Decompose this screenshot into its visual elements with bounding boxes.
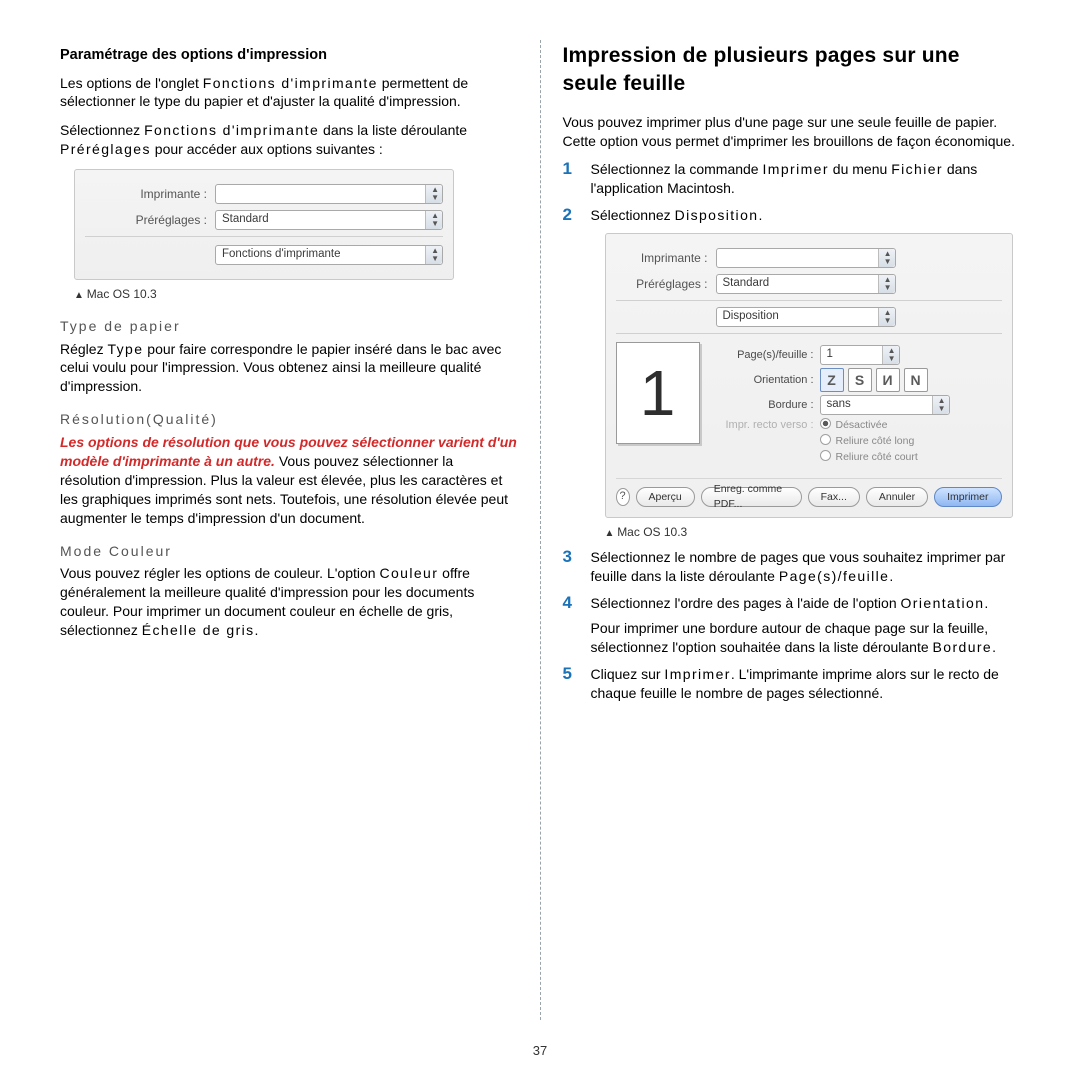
pages-label: Page(s)/feuille : [712,348,820,363]
step-5: Cliquez sur Imprimer. L'imprimante impri… [563,665,1021,703]
border-label: Bordure : [712,398,820,413]
page-number: 37 [0,1043,1080,1058]
print-dialog-2: Imprimante : ▲▼ Préréglages : Standard▲▼… [605,233,1013,518]
steps-list: Sélectionnez la commande Imprimer du men… [563,160,1021,702]
type-papier-heading: Type de papier [60,317,518,336]
step-4: Sélectionnez l'ordre des pages à l'aide … [563,594,1021,657]
dlg2-printer-select[interactable]: ▲▼ [716,248,896,268]
dlg1-printer-select[interactable]: ▲▼ [215,184,443,204]
radio-long[interactable]: Reliure côté long [820,434,918,448]
print-button[interactable]: Imprimer [934,487,1001,507]
dlg2-preset-select[interactable]: Standard▲▼ [716,274,896,294]
fax-button[interactable]: Fax... [808,487,860,507]
duplex-label: Impr. recto verso : [712,418,820,433]
left-column: Paramétrage des options d'impression Les… [60,40,540,1020]
mode-couleur-para: Vous pouvez régler les options de couleu… [60,564,518,640]
dlg1-caption: Mac OS 10.3 [74,286,518,303]
dlg1-printer-label: Imprimante : [85,186,215,202]
dlg2-caption: Mac OS 10.3 [605,524,1021,541]
save-pdf-button[interactable]: Enreg. comme PDF... [701,487,802,507]
step-3: Sélectionnez le nombre de pages que vous… [563,548,1021,586]
dlg2-option-select[interactable]: Disposition▲▼ [716,307,896,327]
left-heading: Paramétrage des options d'impression [60,46,518,66]
resolution-para: Les options de résolution que vous pouve… [60,433,518,527]
dlg1-preset-select[interactable]: Standard▲▼ [215,210,443,230]
step-1: Sélectionnez la commande Imprimer du men… [563,160,1021,198]
orient-btn-4[interactable]: N [904,368,928,392]
dlg1-option-select[interactable]: Fonctions d'imprimante▲▼ [215,245,443,265]
duplex-radio-group: Désactivée Reliure côté long Reliure côt… [820,418,918,465]
dlg2-printer-label: Imprimante : [616,250,716,266]
left-para-1: Les options de l'onglet Fonctions d'impr… [60,74,518,112]
orient-btn-2[interactable]: S [848,368,872,392]
orient-btn-3[interactable]: И [876,368,900,392]
help-button[interactable]: ? [616,488,630,506]
dlg1-preset-label: Préréglages : [85,212,215,228]
orient-label: Orientation : [712,373,820,388]
radio-off[interactable]: Désactivée [820,418,918,432]
resolution-heading: Résolution(Qualité) [60,410,518,429]
cancel-button[interactable]: Annuler [866,487,928,507]
apercu-button[interactable]: Aperçu [636,487,695,507]
print-dialog-1: Imprimante : ▲▼ Préréglages : Standard▲▼… [74,169,454,280]
page-preview: 1 [616,342,700,444]
orient-btn-1[interactable]: Z [820,368,844,392]
right-heading: Impression de plusieurs pages sur une se… [563,42,1021,99]
border-select[interactable]: sans▲▼ [820,395,950,415]
pages-select[interactable]: 1▲▼ [820,345,900,365]
type-papier-para: Réglez Type pour faire correspondre le p… [60,340,518,397]
step-2: Sélectionnez Disposition. Imprimante : ▲… [563,206,1021,540]
right-intro: Vous pouvez imprimer plus d'une page sur… [563,113,1021,151]
dlg2-preset-label: Préréglages : [616,276,716,292]
left-para-2: Sélectionnez Fonctions d'imprimante dans… [60,121,518,159]
right-column: Impression de plusieurs pages sur une se… [541,40,1021,1020]
mode-couleur-heading: Mode Couleur [60,542,518,561]
radio-short[interactable]: Reliure côté court [820,450,918,464]
